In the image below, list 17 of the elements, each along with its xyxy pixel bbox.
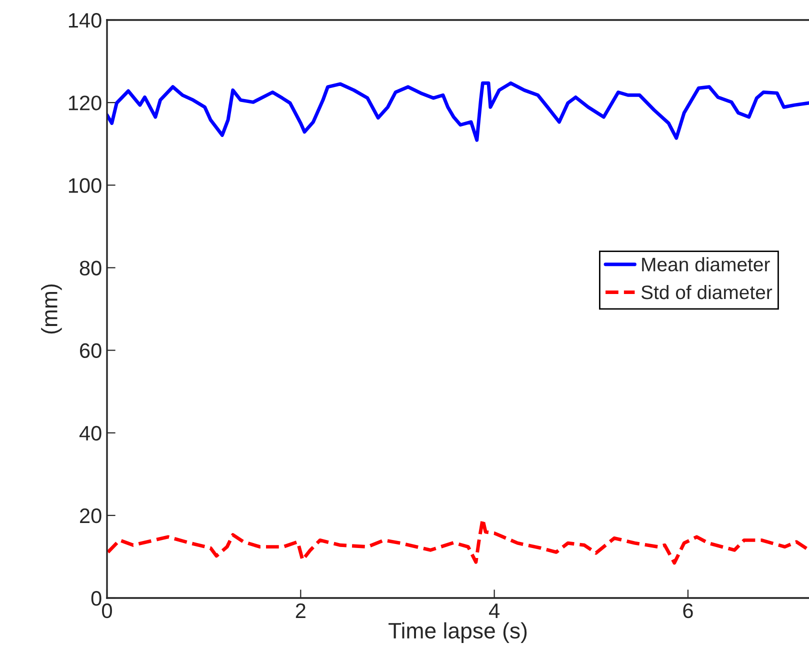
- y-tick-label: 120: [68, 96, 102, 110]
- y-tick-label: 40: [79, 426, 102, 441]
- y-tick-label: 60: [80, 343, 102, 358]
- legend-label: Mean diameter: [642, 257, 770, 272]
- y-tick-label: 140: [68, 13, 102, 28]
- x-tick-label: 0: [102, 603, 112, 618]
- y-tick-label: 100: [68, 178, 102, 193]
- x-tick-label: 4: [488, 604, 500, 618]
- y-tick-label: 20: [80, 508, 102, 524]
- x-tick-label: 2: [296, 603, 306, 618]
- legend-label: Std of diameter: [641, 284, 772, 300]
- x-axis-title: Time lapse (s): [388, 622, 527, 643]
- y-axis-title: (mm): [41, 284, 62, 334]
- line-series: [107, 81, 809, 142]
- x-tick-label: 6: [683, 603, 693, 618]
- y-tick-label: 0: [91, 591, 102, 606]
- y-tick-label: 80: [80, 260, 102, 276]
